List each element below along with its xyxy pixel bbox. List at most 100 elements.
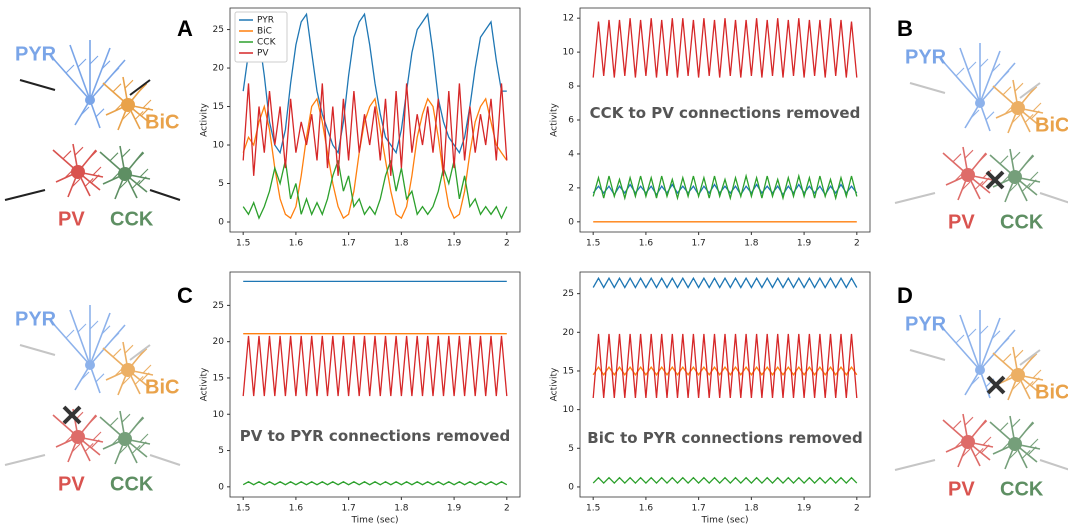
dendrite (1021, 450, 1031, 459)
dendrite (62, 150, 72, 160)
soma (975, 365, 985, 375)
dendrite (959, 47, 981, 104)
y-tick-label: 15 (213, 373, 224, 383)
dendrite (69, 309, 91, 366)
dendrite (1008, 183, 1018, 193)
dendrite (80, 106, 90, 116)
dendrite (955, 67, 965, 77)
cell-label: PV (58, 208, 85, 230)
soma (975, 98, 985, 108)
x-tick-label: 1.5 (586, 239, 600, 249)
dendrite (65, 329, 75, 339)
x-tick-label: 1.8 (394, 239, 409, 249)
cell-label: PYR (15, 43, 57, 65)
dendrite (69, 44, 91, 101)
y-tick-label: 20 (213, 337, 225, 347)
cell-diagram (894, 43, 1068, 204)
cell-label: BiC (145, 376, 179, 398)
dendrite (1014, 349, 1024, 359)
x-tick-label: 1.7 (691, 239, 705, 249)
input-arrow (4, 454, 46, 466)
dendrite (101, 325, 111, 335)
cell-label: PYR (905, 46, 947, 68)
cell-label: PV (948, 211, 975, 233)
dendrite (955, 334, 965, 344)
dendrite (92, 431, 102, 441)
x-tick-label: 1.8 (394, 504, 409, 514)
input-arrow (19, 344, 56, 356)
annotation: PV to PYR connections removed (240, 427, 510, 445)
dendrite (970, 109, 980, 119)
dendrite (952, 153, 962, 163)
cell-label: CCK (1000, 211, 1044, 233)
input-arrow (1039, 459, 1068, 471)
dendrite (134, 376, 144, 385)
y-tick-label: 2 (568, 183, 574, 193)
y-tick-label: 25 (213, 25, 224, 35)
x-axis-label: Time (sec) (700, 516, 748, 525)
dendrite (1030, 377, 1040, 387)
dendrite (89, 320, 99, 330)
x-tick-label: 1.5 (236, 504, 250, 514)
dendrite (142, 99, 152, 109)
x-tick-label: 1.5 (586, 504, 600, 514)
y-tick-label: 15 (213, 102, 224, 112)
input-arrow (1019, 82, 1041, 99)
dendrite (979, 50, 1001, 104)
cell-label: BiC (1035, 381, 1068, 403)
dendrite (970, 376, 980, 386)
dendrite (71, 443, 81, 453)
dendrite (980, 444, 990, 454)
soma (1011, 101, 1025, 115)
dendrite (118, 445, 128, 455)
dendrite (1029, 171, 1039, 181)
series-line (242, 481, 508, 486)
x-tick-label: 1.6 (289, 504, 304, 514)
dendrite (88, 415, 98, 425)
x-tick-label: 1.6 (639, 504, 654, 514)
dendrite (991, 63, 1001, 73)
dendrite (1021, 183, 1031, 192)
input-arrow (909, 82, 946, 94)
dendrite (89, 47, 111, 101)
dendrite (952, 420, 962, 430)
panel-letter: A (177, 16, 193, 41)
dendrite (1032, 369, 1042, 379)
panel-letter: C (177, 283, 193, 308)
dendrite (110, 332, 120, 342)
dendrite (1008, 450, 1018, 460)
y-tick-label: 10 (563, 48, 575, 58)
x-tick-label: 1.7 (341, 504, 355, 514)
dendrite (967, 61, 977, 71)
dendrite (112, 348, 122, 358)
y-axis-label: Activity (200, 103, 210, 137)
dendrite (1002, 86, 1012, 96)
dendrite (89, 312, 111, 366)
dendrite (124, 79, 134, 89)
input-arrow (129, 79, 151, 96)
dendrite (999, 422, 1009, 432)
y-tick-label: 6 (568, 116, 574, 126)
dendrite (1032, 102, 1042, 112)
dendrite (95, 108, 105, 118)
annotation: CCK to PV connections removed (590, 104, 861, 122)
dendrite (109, 152, 119, 162)
dendrite (90, 174, 100, 184)
dendrite (1002, 353, 1012, 363)
dendrite (1027, 446, 1037, 456)
y-tick-label: 5 (218, 446, 224, 456)
dendrite (92, 166, 102, 176)
dendrite (961, 181, 971, 191)
dendrite (135, 152, 145, 162)
dendrite (134, 111, 144, 120)
y-tick-label: 10 (213, 141, 225, 151)
series-line (592, 276, 858, 289)
dendrite (1029, 438, 1039, 448)
legend-label: BiC (257, 27, 272, 37)
dendrite (74, 146, 84, 156)
dendrite (77, 323, 87, 333)
panel-letter: D (897, 283, 913, 308)
x-tick-label: 2 (504, 504, 510, 514)
input-arrow (909, 349, 946, 361)
plot-frame (229, 7, 521, 233)
